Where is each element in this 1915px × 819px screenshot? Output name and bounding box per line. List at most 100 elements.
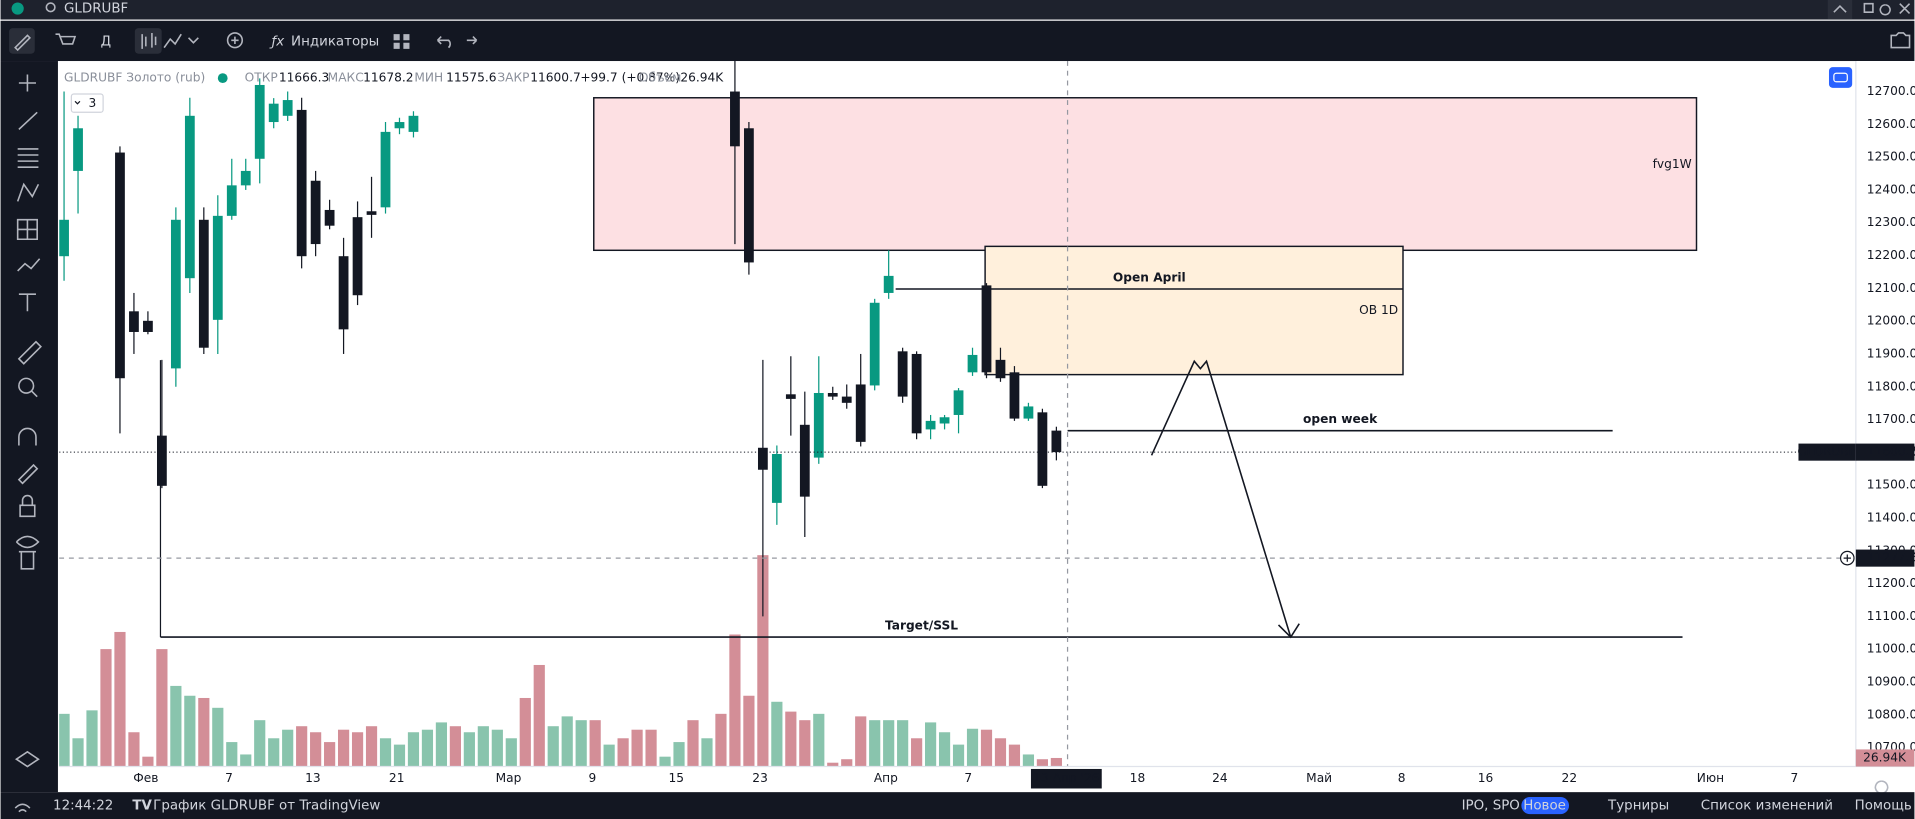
x-tick-label: 7 bbox=[964, 771, 972, 785]
window-icons[interactable] bbox=[1863, 2, 1911, 16]
candle-body bbox=[296, 109, 307, 257]
changelog-link[interactable]: Список изменений bbox=[1701, 799, 1833, 814]
tournaments-link[interactable]: Турниры bbox=[1607, 799, 1669, 814]
candle-body bbox=[115, 152, 125, 379]
y-tick-label: 11200.0 bbox=[1867, 576, 1915, 590]
x-tick-label: Мар bbox=[496, 771, 522, 785]
layout-icon[interactable] bbox=[393, 34, 410, 49]
volume-bar bbox=[477, 726, 489, 767]
undo-redo-icons[interactable] bbox=[436, 36, 478, 49]
candle-body bbox=[730, 91, 740, 147]
camera-icon[interactable] bbox=[1890, 32, 1911, 49]
candle-body bbox=[995, 359, 1006, 379]
volume-bar bbox=[268, 738, 280, 767]
candle-body bbox=[967, 354, 978, 373]
candle-body bbox=[911, 353, 922, 434]
price-tag: GLDRUBF bbox=[1797, 445, 1855, 459]
volume-bar bbox=[324, 742, 336, 767]
volume-bar bbox=[799, 720, 811, 767]
interval-button[interactable]: Д bbox=[101, 34, 111, 49]
indicators-button[interactable]: Индикаторы bbox=[291, 34, 379, 49]
volume-bar bbox=[715, 713, 727, 767]
badge-arrow[interactable] bbox=[74, 100, 81, 105]
search-icon[interactable] bbox=[45, 2, 56, 13]
volume-bar bbox=[72, 738, 84, 767]
volume-bar bbox=[911, 738, 923, 767]
volume-bar bbox=[925, 722, 937, 767]
tv-logo[interactable]: TV bbox=[132, 799, 152, 814]
volume-bar bbox=[170, 685, 182, 767]
volume-bar bbox=[491, 729, 503, 767]
x-tick-label: 7 bbox=[225, 771, 233, 785]
scale-button[interactable] bbox=[1828, 67, 1853, 88]
fx-icon[interactable]: ƒx bbox=[269, 34, 286, 49]
volume-bar bbox=[296, 726, 308, 767]
volume-bar bbox=[617, 738, 629, 767]
ipo-link[interactable]: IPO, SPO bbox=[1462, 799, 1520, 814]
candle-body bbox=[366, 211, 377, 215]
candle-body bbox=[981, 285, 992, 373]
add-plus[interactable] bbox=[231, 36, 239, 44]
volume-bar bbox=[701, 738, 713, 767]
volume-bar bbox=[337, 729, 350, 767]
candle-body bbox=[855, 384, 866, 442]
y-tick-label: 11100.0 bbox=[1867, 609, 1915, 623]
window-button[interactable] bbox=[1827, 0, 1853, 20]
scale-icon[interactable] bbox=[1833, 72, 1848, 83]
candle-body bbox=[352, 217, 363, 296]
close-label: ЗАКР bbox=[497, 71, 529, 85]
candle-body bbox=[324, 209, 335, 226]
new-label[interactable]: Новое bbox=[1523, 799, 1566, 814]
help-link[interactable]: Помощь bbox=[1855, 799, 1912, 814]
volume-bar bbox=[505, 738, 517, 767]
new-pill[interactable] bbox=[1521, 797, 1570, 815]
volume-bar bbox=[142, 756, 154, 767]
volume-bar bbox=[575, 720, 587, 767]
left-toolbar bbox=[0, 61, 58, 793]
chart-type-button[interactable] bbox=[134, 28, 162, 54]
volume-bar bbox=[952, 744, 965, 767]
chart-icons[interactable] bbox=[163, 33, 199, 49]
candle-body bbox=[869, 302, 880, 386]
y-tick-label: 10900.0 bbox=[1867, 674, 1915, 688]
zone-label: OB 1D bbox=[1359, 303, 1398, 317]
y-tick-label: 11900.0 bbox=[1867, 346, 1915, 360]
cart-icon[interactable] bbox=[55, 33, 77, 45]
volume-bar bbox=[1050, 757, 1062, 767]
volume-bar bbox=[463, 732, 475, 767]
y-tick-label: 11000.0 bbox=[1867, 642, 1915, 656]
footer-title[interactable]: График GLDRUBF от TradingView bbox=[153, 799, 380, 814]
search-text[interactable]: GLDRUBF bbox=[64, 2, 128, 17]
collapse-icon[interactable] bbox=[1833, 4, 1847, 13]
zone-label: fvg1W bbox=[1653, 157, 1692, 171]
volume-bar bbox=[603, 744, 615, 767]
badge-box[interactable] bbox=[70, 93, 104, 113]
add-icon[interactable] bbox=[226, 32, 244, 49]
y-tick-label: 12000.0 bbox=[1867, 314, 1915, 328]
volume-tag-box bbox=[1855, 749, 1915, 767]
drawing-tools[interactable] bbox=[15, 74, 42, 768]
candle-body bbox=[129, 311, 139, 332]
badge-count[interactable]: 3 bbox=[88, 96, 96, 110]
volume-bar bbox=[631, 729, 643, 767]
candle-body bbox=[757, 447, 768, 470]
y-tick-label: 12700.0 bbox=[1867, 84, 1915, 98]
volume-bar bbox=[533, 664, 545, 767]
candle-body bbox=[254, 84, 265, 159]
volume-bar bbox=[407, 732, 420, 767]
x-tick-label: 21 bbox=[389, 771, 405, 785]
candles-icon[interactable] bbox=[141, 32, 157, 49]
candle-body bbox=[212, 215, 223, 320]
volume-bar bbox=[547, 726, 559, 767]
y-tick-label: 11700.0 bbox=[1867, 412, 1915, 426]
candle-body bbox=[841, 396, 852, 403]
volume-bar bbox=[351, 732, 364, 767]
open-value: 11666.3 bbox=[279, 71, 329, 85]
candle-body bbox=[744, 128, 754, 263]
candle-body bbox=[953, 390, 964, 415]
volume-bar bbox=[1008, 744, 1021, 767]
volume-bar bbox=[1022, 754, 1035, 767]
volume-value: 26.94K bbox=[680, 71, 724, 85]
pencil-icon[interactable] bbox=[14, 34, 31, 52]
candle-body bbox=[408, 115, 419, 132]
